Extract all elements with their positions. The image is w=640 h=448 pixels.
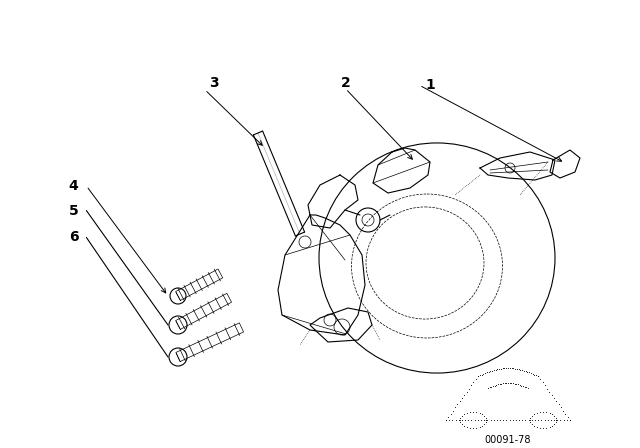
Text: 1: 1	[425, 78, 435, 92]
Text: 2: 2	[340, 76, 351, 90]
Text: 4: 4	[68, 179, 79, 193]
Text: 6: 6	[68, 230, 79, 245]
Text: 3: 3	[209, 76, 220, 90]
Text: 5: 5	[68, 203, 79, 218]
Text: 00091-78: 00091-78	[484, 435, 531, 445]
